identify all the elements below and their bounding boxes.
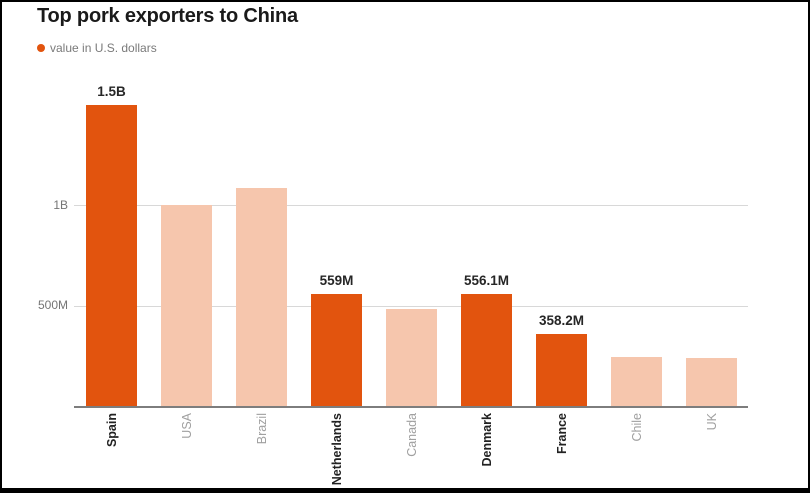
chart-title: Top pork exporters to China <box>37 5 298 27</box>
x-axis-label-chile: Chile <box>630 413 644 442</box>
frame-border-right <box>808 0 810 493</box>
legend-label: value in U.S. dollars <box>50 41 157 55</box>
x-axis-label-spain: Spain <box>105 413 119 448</box>
bar-usa <box>161 205 212 406</box>
bar-uk <box>686 358 737 406</box>
x-axis-label-uk: UK <box>705 413 719 431</box>
x-axis-label-usa: USA <box>180 413 194 439</box>
bar-value-label-france: 358.2M <box>538 313 585 328</box>
bar-value-label-denmark: 556.1M <box>463 273 510 288</box>
bar-spain <box>86 105 137 407</box>
frame-border-left <box>0 0 2 493</box>
x-axis-label-france: France <box>555 413 569 454</box>
x-axis-label-canada: Canada <box>405 413 419 457</box>
x-axis-label-brazil: Brazil <box>255 413 269 445</box>
frame-border-top <box>0 0 810 2</box>
bar-value-label-spain: 1.5B <box>97 84 126 99</box>
gridline-1b <box>74 205 748 206</box>
legend: value in U.S. dollars <box>37 41 157 55</box>
bar-brazil <box>236 188 287 406</box>
y-axis-tick-label-500m: 500M <box>37 298 68 312</box>
legend-dot-icon <box>37 44 45 52</box>
x-axis-label-denmark: Denmark <box>480 413 494 467</box>
gridline-500m <box>74 306 748 307</box>
frame-border-bottom <box>0 488 810 493</box>
bar-chile <box>611 357 662 406</box>
bar-denmark <box>461 294 512 406</box>
x-axis-label-netherlands: Netherlands <box>330 413 344 486</box>
bar-netherlands <box>311 294 362 406</box>
x-axis-line <box>74 406 748 408</box>
bar-canada <box>386 309 437 406</box>
bar-value-label-netherlands: 559M <box>319 273 354 288</box>
y-axis-tick-label-1b: 1B <box>53 198 68 212</box>
bar-france <box>536 334 587 406</box>
